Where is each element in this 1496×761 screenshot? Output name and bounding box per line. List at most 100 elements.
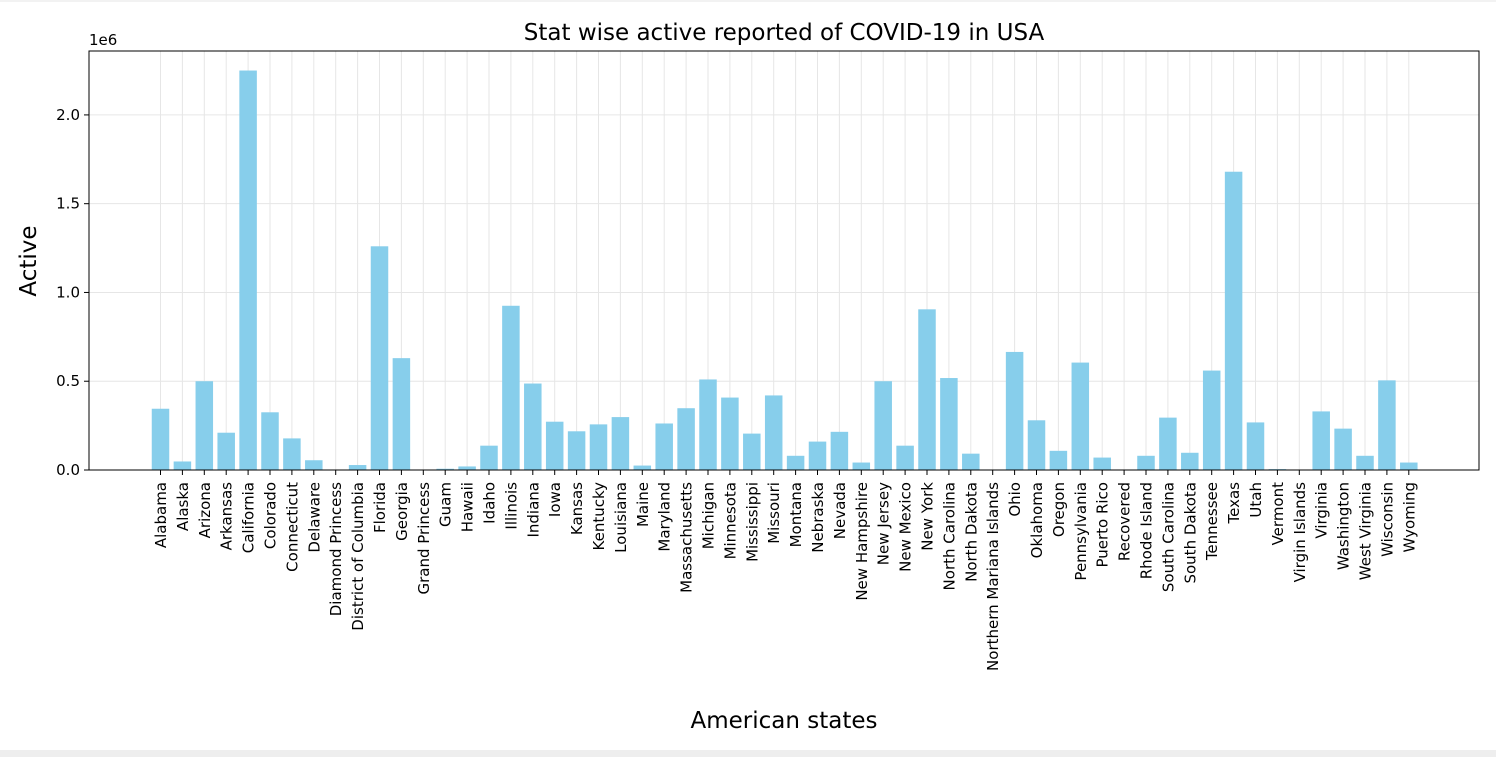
bar — [524, 384, 542, 470]
top-border — [0, 0, 1496, 2]
x-tick-label: Tennessee — [1203, 482, 1221, 561]
bar — [1312, 411, 1330, 470]
y-tick-label: 1.5 — [56, 195, 80, 213]
x-tick-label: Virginia — [1313, 482, 1331, 539]
y-tick-label: 0.5 — [56, 372, 80, 390]
x-tick-label: Maine — [634, 482, 652, 527]
y-tick-label: 1.0 — [56, 283, 80, 301]
bar — [809, 442, 827, 470]
bar — [1159, 418, 1177, 470]
bar — [546, 422, 564, 470]
bar — [1006, 352, 1024, 470]
x-tick-label: Montana — [787, 482, 805, 547]
bar — [677, 408, 695, 470]
bar — [831, 432, 849, 470]
x-axis-title: American states — [690, 708, 877, 734]
x-tick-label: South Carolina — [1159, 482, 1177, 592]
bar — [152, 409, 170, 470]
x-tick-label: Texas — [1225, 482, 1243, 525]
bar — [940, 378, 958, 470]
bar — [1050, 451, 1068, 470]
grid-lines — [89, 51, 1479, 470]
bar — [612, 417, 630, 470]
x-tick-label: Wyoming — [1400, 482, 1418, 552]
x-tick-label: Minnesota — [721, 482, 739, 559]
x-tick-label: Nevada — [831, 482, 849, 539]
x-tick-label: North Carolina — [940, 482, 958, 590]
x-tick-label: Rhode Island — [1138, 482, 1156, 579]
bar — [634, 466, 652, 470]
x-tick-label: North Dakota — [962, 482, 980, 582]
x-tick-label: Louisiana — [612, 482, 630, 553]
x-tick-label: Hawaii — [459, 482, 477, 532]
bar — [1334, 429, 1352, 470]
x-tick-label: Illinois — [502, 482, 520, 530]
x-tick-label: Massachusetts — [678, 482, 696, 593]
x-tick-label: Connecticut — [283, 482, 301, 572]
x-tick-label: New York — [919, 482, 937, 551]
bar — [458, 466, 476, 470]
x-tick-label: District of Columbia — [349, 482, 367, 631]
bar — [1181, 453, 1199, 470]
bar — [1356, 456, 1374, 470]
bar — [1028, 420, 1046, 470]
bar — [305, 460, 323, 470]
bar — [1247, 422, 1265, 470]
bottom-border — [0, 750, 1496, 757]
x-tick-label: Colorado — [262, 482, 280, 549]
x-tick-label: Recovered — [1116, 482, 1134, 561]
x-tick-label: Florida — [371, 482, 389, 533]
x-tick-label: Utah — [1247, 482, 1265, 518]
bar — [765, 395, 783, 470]
x-tick-label: West Virginia — [1357, 482, 1375, 580]
x-tick-label: New Jersey — [875, 482, 893, 565]
bar — [239, 71, 257, 470]
x-tick-label: Diamond Princess — [327, 482, 345, 616]
x-tick-label: Kentucky — [590, 482, 608, 551]
x-tick-label: Guam — [437, 482, 455, 527]
plot-area-frame — [89, 51, 1479, 470]
bar — [1137, 456, 1155, 470]
bar — [261, 412, 279, 470]
bar — [371, 246, 389, 470]
y-axis-title: Active — [16, 225, 42, 296]
x-tick-label: Wisconsin — [1378, 482, 1396, 557]
bar — [1378, 380, 1396, 470]
bar — [896, 446, 914, 470]
x-tick-label: South Dakota — [1181, 482, 1199, 584]
x-tick-label: Vermont — [1269, 482, 1287, 546]
x-tick-label: Virgin Islands — [1291, 482, 1309, 583]
bar — [787, 456, 805, 470]
bar — [743, 434, 761, 470]
y-tick-label: 0.0 — [56, 461, 80, 479]
bar — [590, 424, 608, 470]
x-tick-label: New Mexico — [897, 482, 915, 572]
x-tick-label: Kansas — [568, 482, 586, 535]
y-axis-offset-label: 1e6 — [89, 31, 117, 49]
x-tick-label: Alaska — [174, 482, 192, 531]
bar — [217, 433, 235, 470]
chart-title: Stat wise active reported of COVID-19 in… — [524, 20, 1045, 46]
x-tick-label: Indiana — [524, 482, 542, 538]
x-tick-label: Michigan — [700, 482, 718, 549]
x-tick-label: Oregon — [1050, 482, 1068, 537]
bar — [1072, 363, 1090, 470]
x-tick-label: Mississippi — [743, 482, 761, 562]
bar — [349, 465, 367, 470]
bar — [699, 379, 717, 470]
bar — [393, 358, 411, 470]
bar — [568, 431, 586, 470]
bar — [502, 306, 520, 470]
x-tick-label: California — [240, 482, 258, 553]
bars — [152, 71, 1418, 470]
x-tick-label: Georgia — [393, 482, 411, 541]
bar — [1225, 172, 1243, 470]
x-tick-label: New Hampshire — [853, 482, 871, 601]
x-tick-label: Missouri — [765, 482, 783, 544]
x-tick-label: Delaware — [305, 482, 323, 553]
x-tick-label: Idaho — [481, 482, 499, 524]
bar — [480, 446, 498, 470]
